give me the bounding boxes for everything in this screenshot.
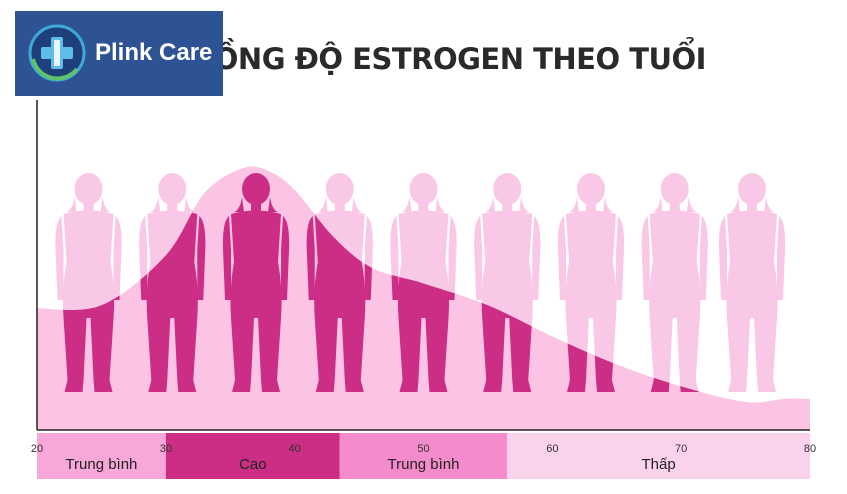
age-band-label: Thấp (642, 456, 676, 473)
age-band-label: Cao (239, 456, 267, 473)
figure-silhouette (718, 173, 786, 392)
age-band-label: Trung bình (65, 456, 137, 473)
age-band (507, 433, 810, 479)
age-band-label: Trung bình (388, 456, 460, 473)
x-tick-label: 50 (417, 443, 429, 455)
x-ticks: 20 30 40 50 60 70 80 (31, 443, 816, 455)
age-band (165, 433, 340, 479)
x-tick-label: 70 (675, 443, 687, 455)
x-tick-label: 60 (546, 443, 558, 455)
medical-cross-icon (28, 24, 86, 82)
figure-silhouette (557, 173, 625, 392)
age-band (339, 433, 508, 479)
chart-title: NỒNG ĐỘ ESTROGEN THEO TUỔI (190, 42, 706, 76)
age-band (37, 433, 166, 479)
x-tick-label: 40 (289, 443, 301, 455)
figure-silhouette-highlight (222, 173, 290, 392)
x-tick-label: 20 (31, 443, 43, 455)
age-bands: Trung bình Cao Trung bình Thấp (37, 433, 810, 479)
figure-silhouette (641, 173, 708, 392)
brand-logo: Plink Care (15, 11, 223, 96)
x-tick-label: 80 (804, 443, 816, 455)
x-tick-label: 30 (160, 443, 172, 455)
brand-name: Plink Care (95, 39, 213, 66)
